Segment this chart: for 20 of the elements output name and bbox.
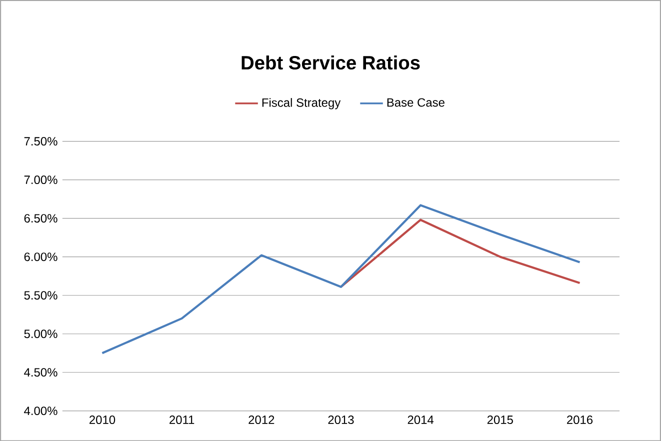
x-tick-label: 2013 [328, 415, 354, 424]
y-tick-label: 6.00% [24, 252, 58, 261]
x-tick-label: 2010 [90, 415, 116, 424]
y-tick-label: 7.00% [24, 175, 58, 184]
x-tick-label: 2015 [487, 415, 513, 424]
legend-label: Base Case [387, 98, 444, 107]
y-tick-label: 4.50% [24, 368, 58, 376]
line-series [101, 204, 581, 354]
x-tick-label: 2014 [408, 415, 434, 424]
y-tick-label: 7.50% [24, 136, 58, 146]
y-tick-label: 5.00% [24, 329, 58, 338]
y-tick-label: 4.00% [24, 406, 58, 415]
x-tick-label: 2016 [567, 415, 593, 424]
line-series [340, 218, 581, 288]
chart-title: Debt Service Ratios [242, 55, 420, 70]
legend-label: Fiscal Strategy [262, 98, 341, 110]
y-tick-label: 6.50% [24, 214, 58, 222]
x-tick-label: 2011 [170, 415, 194, 424]
y-tick-label: 5.50% [24, 290, 58, 300]
x-tick-label: 2012 [248, 415, 274, 424]
